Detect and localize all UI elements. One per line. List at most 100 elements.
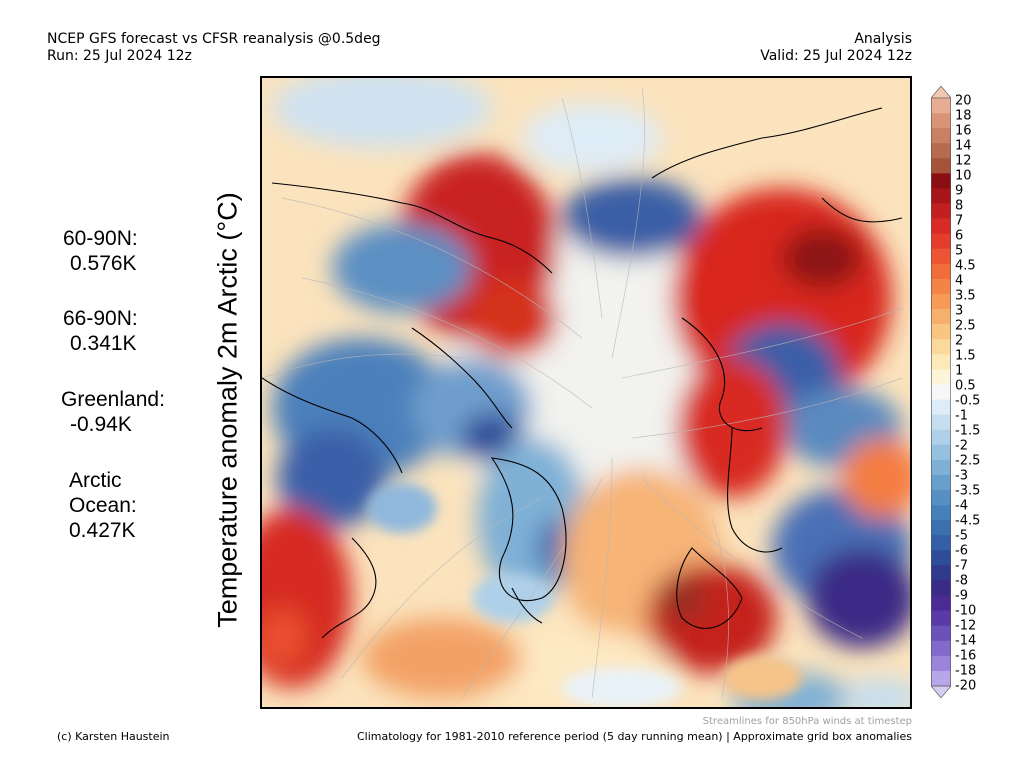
colorbar-tick-label: -16 [955,648,977,664]
colorbar-min-triangle [930,685,952,699]
streamlines-note: Streamlines for 850hPa winds at timestep [702,716,912,727]
colorbar-swatch [931,610,951,626]
colorbar-tick-label: 10 [955,168,972,184]
colorbar-swatch [931,459,951,476]
colorbar-tick-label: 20 [955,93,972,109]
colorbar-swatch [931,550,951,566]
colorbar-swatch [931,595,951,611]
colorbar-tick-label: 9 [955,183,964,199]
colorbar-swatch [931,399,951,415]
colorbar-tick-label: -18 [955,663,977,679]
colorbar-tick-label: 16 [955,123,972,139]
colorbar-swatch [931,640,951,657]
valid-time: Valid: 25 Jul 2024 12z [760,48,912,64]
colorbar-tick-label: 7 [955,213,964,229]
stat-label: 60-90N: [63,227,138,250]
run-time: Run: 25 Jul 2024 12z [47,48,192,64]
colorbar-swatch [931,565,951,581]
colorbar-tick-label: -20 [955,678,977,694]
stat-label: Arctic [69,469,122,492]
colorbar-swatch [931,143,951,159]
anomaly-map [260,76,912,709]
colorbar-swatch [931,188,951,204]
colorbar-swatch [931,248,951,265]
colorbar-tick-label: 14 [955,138,972,154]
colorbar-swatch [931,369,951,385]
stat-value: 0.576K [70,252,137,275]
colorbar-frame [931,97,951,687]
colorbar-tick-label: 0.5 [955,378,976,394]
colorbar-tick-label: 8 [955,198,964,214]
stat-label: Greenland: [61,388,165,411]
colorbar-swatch [931,203,951,219]
colorbar-tick-label: 18 [955,108,972,124]
streamline-icon [262,87,903,699]
colorbar-tick-label: 12 [955,153,972,169]
colorbar-swatch [931,173,951,189]
colorbar-swatch [931,98,951,114]
colorbar-tick-label: -1.5 [955,423,981,439]
colorbar-swatch [931,218,951,234]
colorbar-swatch [931,520,951,536]
colorbar-swatch [931,324,951,340]
colorbar-swatch [931,414,951,430]
colorbar-tick-label: -9 [955,588,968,604]
colorbar-tick-label: 4 [955,273,964,289]
colorbar-tick-label: -4.5 [955,513,981,529]
colorbar-tick-label: -10 [955,603,977,619]
stat-label: Ocean: [69,494,137,517]
header-right: Analysis Valid: 25 Jul 2024 12z [760,31,912,65]
stat-value: 0.341K [70,332,137,355]
stat-greenland: Greenland: -0.94K [61,387,165,437]
map-canvas [262,78,910,707]
colorbar-swatch [931,233,951,250]
stat-value: -0.94K [70,413,132,436]
colorbar-tick-label: -2.5 [955,453,981,469]
colorbar-tick-label: 1 [955,363,964,379]
colorbar-swatch [931,474,951,491]
colorbar-tick-label: 6 [955,228,964,244]
colorbar-swatch [931,339,951,355]
colorbar-tick-label: 1.5 [955,348,976,364]
model-title: NCEP GFS forecast vs CFSR reanalysis @0.… [47,31,381,47]
colorbar-tick-label: -12 [955,618,977,634]
colorbar-tick-label: -6 [955,543,968,559]
colorbar-swatch [931,263,951,280]
stat-66-90n: 66-90N: 0.341K [63,306,138,356]
colorbar-tick-label: -3.5 [955,483,981,499]
colorbar-swatch [931,158,951,174]
colorbar-swatch [931,429,951,446]
colorbar-tick-label: 3.5 [955,288,976,304]
colorbar-tick-label: -14 [955,633,977,649]
colorbar-swatch [931,655,951,672]
vertical-title: Temperature anomaly 2m Arctic (°C) [212,192,243,628]
colorbar-swatch [931,128,951,144]
colorbar-swatch [931,113,951,129]
colorbar-tick-label: 2 [955,333,964,349]
colorbar-svg [930,85,952,699]
colorbar-swatch [931,580,951,596]
stat-value: 0.427K [69,519,136,542]
colorbar-swatch [931,309,951,325]
colorbar-tick-label: -2 [955,438,968,454]
colorbar [930,85,952,699]
analysis-label: Analysis [854,31,912,47]
colorbar-swatch [931,384,951,400]
colorbar-swatch [931,535,951,551]
stat-60-90n: 60-90N: 0.576K [63,226,138,276]
stat-arctic-ocean: Arctic Ocean: 0.427K [69,468,137,543]
colorbar-tick-label: -1 [955,408,968,424]
colorbar-swatch [931,278,951,295]
colorbar-tick-label: -5 [955,528,968,544]
colorbar-tick-label: -0.5 [955,393,981,409]
colorbar-swatch [931,670,951,687]
header-left: NCEP GFS forecast vs CFSR reanalysis @0.… [47,31,381,65]
colorbar-max-triangle [930,85,952,99]
colorbar-swatch [931,294,951,310]
stat-label: 66-90N: [63,307,138,330]
credit: (c) Karsten Haustein [57,730,170,743]
colorbar-swatch [931,490,951,506]
colorbar-swatch [931,505,951,521]
colorbar-tick-label: 3 [955,303,964,319]
coastline-icon [262,107,903,639]
